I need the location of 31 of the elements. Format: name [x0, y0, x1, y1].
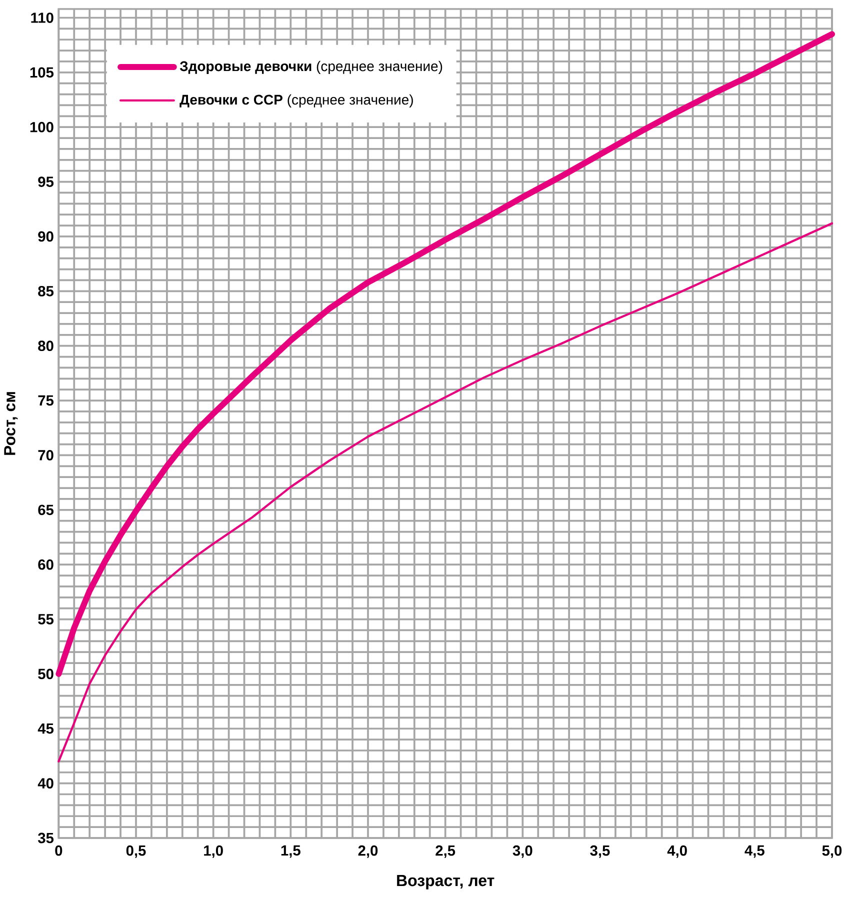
- legend-label: Девочки с ССР (среднее значение): [180, 94, 413, 108]
- x-tick-label: 1,5: [281, 845, 300, 858]
- y-tick-label: 65: [38, 504, 54, 516]
- x-tick-label: 5,0: [822, 845, 842, 858]
- y-tick-label: 80: [38, 340, 54, 352]
- y-tick-label: 40: [38, 778, 54, 789]
- y-tick-label: 105: [30, 67, 54, 78]
- y-tick-label: 70: [38, 450, 54, 460]
- y-tick-label: 85: [38, 286, 54, 296]
- y-tick-label: 50: [38, 668, 54, 680]
- x-tick-label: 0,5: [126, 845, 146, 858]
- x-tick-label: 2,5: [436, 845, 456, 858]
- y-tick-label: 95: [38, 176, 54, 187]
- x-tick-label: 4,0: [667, 845, 687, 858]
- legend-label: Здоровые девочки (среднее значение): [180, 60, 442, 74]
- y-axis-title: Рост, см: [4, 392, 18, 455]
- x-tick-label: 0: [55, 845, 62, 856]
- x-tick-label: 3,5: [590, 845, 610, 858]
- y-tick-label: 90: [38, 231, 54, 242]
- x-tick-label: 2,0: [358, 845, 378, 858]
- x-tick-label: 4,5: [744, 845, 764, 858]
- y-tick-label: 75: [38, 395, 54, 406]
- x-axis-title: Возраст, лет: [397, 875, 494, 890]
- y-tick-label: 35: [38, 832, 54, 844]
- x-tick-label: 3,0: [512, 845, 532, 858]
- y-tick-label: 60: [38, 559, 54, 570]
- y-tick-label: 55: [38, 614, 54, 624]
- y-tick-label: 100: [30, 122, 54, 132]
- x-tick-label: 1,0: [204, 845, 223, 858]
- y-tick-label: 110: [31, 12, 54, 23]
- y-tick-label: 45: [38, 724, 54, 734]
